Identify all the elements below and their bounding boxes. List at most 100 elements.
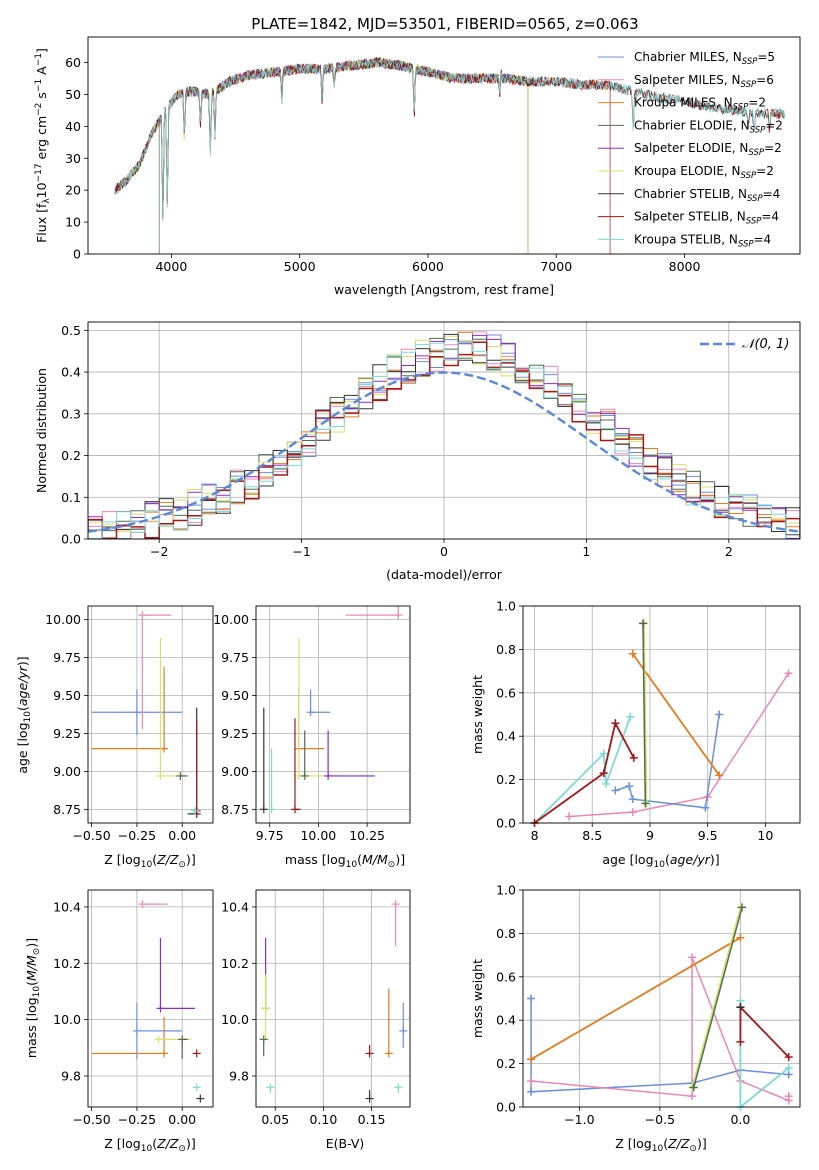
y-tick-label: 0.6 — [496, 685, 516, 700]
legend-label-kroupa_miles: Kroupa MILES, NSSP=2 — [634, 96, 766, 113]
x-tick-label: 9.75 — [256, 828, 284, 843]
y-tick-label: 10.2 — [53, 956, 81, 971]
x-tick-label: 8 — [531, 828, 539, 843]
legend-label-salpeter_stelib: Salpeter STELIB, NSSP=4 — [634, 210, 779, 227]
x-tick-label: 10.00 — [300, 828, 336, 843]
legend-label-kroupa_stelib: Kroupa STELIB, NSSP=4 — [634, 232, 771, 249]
legend-label-chabrier_miles: Chabrier MILES, NSSP=5 — [634, 50, 775, 67]
weight_vs_z-series — [527, 903, 793, 1111]
weight-vs-z-xlabel: Z [log10(Z/Z⊙)] — [615, 1136, 706, 1154]
x-tick-label: 4000 — [155, 259, 187, 274]
residuals-axes: −2 −1 0 1 2 0.0 0.1 0.2 0.3 0.4 0.5 — [61, 322, 800, 559]
mass-vs-z-xlabel: Z [log10(Z/Z⊙)] — [104, 1136, 195, 1154]
x-tick-label: 0.0 — [730, 1112, 750, 1127]
weight-line-chabrier_elodie — [642, 623, 647, 804]
x-tick-label: 7000 — [540, 259, 572, 274]
x-tick-label: 9 — [646, 828, 654, 843]
x-tick-label: 8000 — [669, 259, 701, 274]
y-tick-label: 40 — [65, 119, 81, 134]
spectrum-series-kroupa_miles — [114, 57, 611, 254]
spectrum-xlabel: wavelength [Angstrom, rest frame] — [334, 282, 554, 297]
spectrum-legend: Chabrier MILES, NSSP=5 Salpeter MILES, NS… — [598, 50, 783, 249]
age-vs-z-ylabel: age [log10(age/yr)] — [15, 656, 33, 773]
weight-line-chabrier_miles — [615, 714, 720, 809]
weight_vs_age-axes: 8 8.5 9 9.5 10 0.0 0.2 0.4 0.6 0.8 1.0 — [496, 599, 800, 843]
age-vs-mass-xlabel: mass [log10(M/M⊙)] — [285, 852, 405, 870]
weight-line-kroupa_miles — [631, 653, 720, 776]
y-tick-label: 0.2 — [496, 772, 516, 787]
age_vs_z-axes: −0.50 −0.25 0.00 8.75 9.00 9.25 9.50 9.75 10.00 — [45, 606, 213, 843]
y-tick-label: 0.6 — [496, 969, 516, 984]
mass_vs_ebv-axes: 0.05 0.10 0.15 9.8 10.0 10.2 10.4 — [221, 890, 410, 1127]
y-tick-label: 10.0 — [53, 1012, 81, 1027]
weight-line-chabrier_elodie — [692, 907, 743, 1088]
mass-vs-ebv-xlabel: E(B-V) — [326, 1136, 365, 1151]
x-tick-label: 0.15 — [358, 1112, 386, 1127]
y-tick-label: 9.75 — [53, 650, 81, 665]
y-tick-label: 9.8 — [229, 1069, 249, 1084]
residuals-xlabel: (data-model)/error — [386, 567, 503, 582]
weight_vs_z-axes: −1.0 −0.5 0.0 0.0 0.2 0.4 0.6 0.8 1.0 — [496, 883, 800, 1127]
y-tick-label: 9.75 — [221, 650, 249, 665]
x-tick-label: 0.10 — [309, 1112, 337, 1127]
y-tick-label: 0.2 — [496, 1056, 516, 1071]
x-tick-label: 2 — [725, 544, 733, 559]
plot-frame — [255, 605, 411, 824]
x-tick-label: 9.5 — [698, 828, 718, 843]
y-tick-label: 8.75 — [221, 802, 249, 817]
y-tick-label: 0.8 — [496, 642, 516, 657]
x-tick-label: −2 — [150, 544, 168, 559]
spectrum-series-salpeter_stelib — [114, 56, 785, 254]
y-tick-label: 10.00 — [213, 612, 249, 627]
weight-line-salpeter_miles — [569, 672, 790, 818]
gaussian-curve — [88, 371, 800, 533]
weight-vs-age-xlabel: age [log10(age/yr)] — [602, 852, 719, 870]
y-tick-label: 1.0 — [496, 883, 516, 898]
y-tick-label: 20 — [65, 183, 81, 198]
y-tick-label: 10.4 — [53, 899, 81, 914]
x-tick-label: 0.00 — [168, 828, 196, 843]
y-tick-label: 0.4 — [496, 1013, 516, 1028]
y-tick-label: 9.00 — [53, 764, 81, 779]
plot-frame — [87, 605, 214, 824]
y-tick-label: 9.50 — [53, 688, 81, 703]
y-tick-label: 9.25 — [53, 726, 81, 741]
x-tick-label: −0.50 — [72, 828, 110, 843]
spectrum-series-kroupa_stelib — [114, 58, 785, 221]
y-tick-label: 0.5 — [61, 323, 81, 338]
plot-frame — [87, 889, 214, 1108]
plot-frame — [522, 605, 801, 824]
weight-line-kroupa_stelib — [533, 716, 632, 824]
x-tick-label: −0.25 — [118, 1112, 156, 1127]
y-tick-label: 8.75 — [53, 802, 81, 817]
y-tick-label: 9.25 — [221, 726, 249, 741]
weight-line-kroupa_miles — [530, 936, 741, 1061]
x-tick-label: −0.25 — [118, 828, 156, 843]
spectrum-ylabel: Flux [fλ10−17 erg cm−2 s−1 A−1] — [34, 48, 52, 243]
plot-frame — [87, 36, 801, 255]
x-tick-label: 8.5 — [582, 828, 602, 843]
x-tick-label: 6000 — [412, 259, 444, 274]
legend-label-chabrier_elodie: Chabrier ELODIE, NSSP=2 — [634, 118, 783, 135]
x-tick-label: 0.00 — [168, 1112, 196, 1127]
weight-line-kroupa_elodie — [691, 907, 742, 1088]
y-tick-label: 30 — [65, 151, 81, 166]
y-tick-label: 0.4 — [496, 729, 516, 744]
y-tick-label: 0.0 — [496, 1100, 516, 1115]
histogram-kroupa_stelib — [88, 342, 800, 539]
age-vs-z-xlabel: Z [log10(Z/Z⊙)] — [104, 852, 195, 870]
spectrum-axes: 4000 5000 6000 7000 8000 0 10 20 30 40 50 60 — [65, 55, 700, 274]
age_vs_mass-axes: 9.75 10.00 10.25 8.75 9.00 9.25 9.50 9.75 10.00 — [213, 606, 410, 843]
x-tick-label: −1 — [292, 544, 310, 559]
mass_vs_z-points — [91, 900, 205, 1103]
y-tick-label: 0.8 — [496, 926, 516, 941]
y-tick-label: 9.50 — [221, 688, 249, 703]
weight_vs_age-series — [530, 619, 793, 827]
y-tick-label: 0.2 — [61, 448, 81, 463]
y-tick-label: 60 — [65, 55, 81, 70]
y-tick-label: 10.4 — [221, 899, 249, 914]
weight_vs_age-ylabel: mass weight — [470, 675, 485, 754]
y-tick-label: 0 — [73, 247, 81, 262]
